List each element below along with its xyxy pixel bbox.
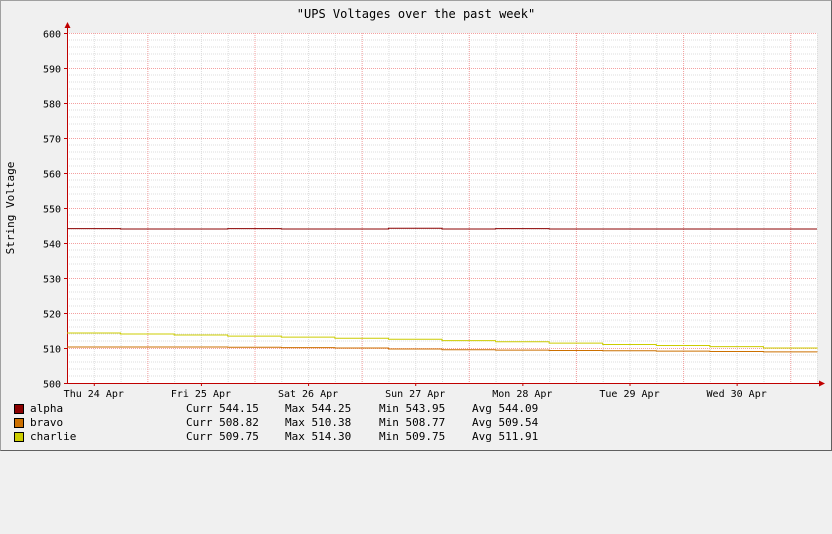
legend-swatch-bravo <box>14 418 24 428</box>
legend-max-bravo: Max 510.38 <box>285 416 352 429</box>
legend: alpha Curr 544.15 Max 544.25 Min 543.95 … <box>14 402 814 446</box>
legend-curr-bravo: Curr 508.82 <box>186 416 259 429</box>
y-tick-label: 540 <box>43 240 61 251</box>
x-tick-label: Wed 30 Apr <box>707 389 767 400</box>
legend-min-charlie: Min 509.75 <box>379 430 446 443</box>
y-axis-arrow <box>64 22 71 28</box>
x-tick-label: Thu 24 Apr <box>64 389 124 400</box>
y-tick-label: 580 <box>43 100 61 111</box>
series-line-charlie <box>67 332 818 349</box>
y-tick-label: 500 <box>43 380 61 391</box>
y-tick-label: 570 <box>43 135 61 146</box>
legend-row-charlie: charlie Curr 509.75 Max 514.30 Min 509.7… <box>14 430 814 444</box>
legend-min-alpha: Min 543.95 <box>379 402 446 415</box>
legend-avg-charlie: Avg 511.91 <box>472 430 539 443</box>
voltage-chart: "UPS Voltages over the past week" String… <box>4 7 825 400</box>
legend-label-bravo: bravo <box>30 416 64 429</box>
series-line-alpha <box>67 227 817 230</box>
x-tick-label: Sat 26 Apr <box>278 389 338 400</box>
x-tick-label: Tue 29 Apr <box>599 389 659 400</box>
x-tick-label: Fri 25 Apr <box>171 389 231 400</box>
series-line-bravo <box>67 346 818 353</box>
grid <box>67 33 818 383</box>
y-tick-label: 600 <box>43 30 61 41</box>
legend-avg-alpha: Avg 544.09 <box>472 402 539 415</box>
legend-row-alpha: alpha Curr 544.15 Max 544.25 Min 543.95 … <box>14 402 814 416</box>
x-axis-arrow <box>819 380 825 387</box>
y-tick-label: 590 <box>43 65 61 76</box>
axes: 500 510 520 530 540 550 560 570 580 590 600 Thu 24 … <box>43 22 825 400</box>
legend-min-bravo: Min 508.77 <box>379 416 446 429</box>
legend-curr-charlie: Curr 509.75 <box>186 430 259 443</box>
legend-label-charlie: charlie <box>30 430 77 443</box>
y-axis-label: String Voltage <box>4 162 17 255</box>
y-tick-label: 550 <box>43 205 61 216</box>
legend-avg-bravo: Avg 509.54 <box>472 416 539 429</box>
legend-max-charlie: Max 514.30 <box>285 430 352 443</box>
legend-swatch-charlie <box>14 432 24 442</box>
y-tick-label: 510 <box>43 345 61 356</box>
legend-max-alpha: Max 544.25 <box>285 402 352 415</box>
y-tick-label: 560 <box>43 170 61 181</box>
x-tick-label: Sun 27 Apr <box>385 389 445 400</box>
legend-label-alpha: alpha <box>30 402 64 415</box>
y-tick-label: 520 <box>43 310 61 321</box>
legend-curr-alpha: Curr 544.15 <box>186 402 259 415</box>
chart-title: "UPS Voltages over the past week" <box>297 7 535 21</box>
x-tick-label: Mon 28 Apr <box>492 389 552 400</box>
legend-swatch-alpha <box>14 404 24 414</box>
y-tick-label: 530 <box>43 275 61 286</box>
series-lines <box>67 227 818 353</box>
legend-row-bravo: bravo Curr 508.82 Max 510.38 Min 508.77 … <box>14 416 814 430</box>
